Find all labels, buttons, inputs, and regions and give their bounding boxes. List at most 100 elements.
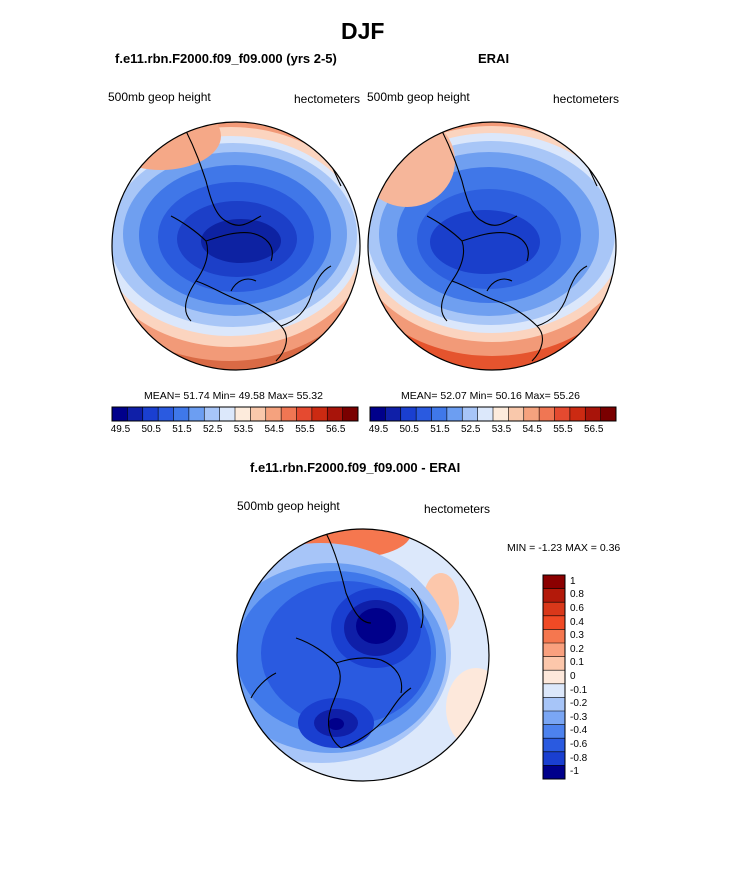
colorbar-swatch bbox=[281, 407, 297, 421]
obs-mean-value: 52.07 bbox=[440, 390, 467, 402]
diff-field-contour bbox=[328, 718, 344, 730]
model-mean-value: 51.74 bbox=[183, 390, 210, 402]
diff-colorbar-tick-label: 0 bbox=[570, 671, 576, 682]
colorbar-swatch bbox=[600, 407, 617, 421]
diff-colorbar-swatch bbox=[543, 738, 565, 753]
colorbar-tick-label: 54.5 bbox=[522, 424, 542, 435]
obs-max-label: Max= bbox=[524, 390, 551, 402]
diff-colorbar-tick-label: 0.3 bbox=[570, 630, 584, 642]
colorbar-tick-label: 56.5 bbox=[583, 424, 604, 435]
colorbar-swatch bbox=[235, 407, 251, 421]
colorbar-swatch bbox=[554, 407, 571, 421]
obs-stats: MEAN= 52.07 Min= 50.16 Max= 55.26 bbox=[401, 390, 580, 402]
colorbar-swatch bbox=[296, 407, 313, 421]
diff-max-label: MAX = bbox=[565, 542, 597, 554]
colorbar-swatch bbox=[462, 407, 478, 421]
colorbar-tick-label: 51.5 bbox=[172, 424, 192, 435]
diff-colorbar-swatch bbox=[543, 615, 565, 630]
diff-colorbar-swatch bbox=[543, 602, 565, 617]
colorbar-swatch bbox=[311, 407, 328, 421]
colorbar-swatch bbox=[569, 407, 586, 421]
diff-colorbar-swatch bbox=[543, 765, 565, 780]
diff-colorbar-tick-label: 1 bbox=[570, 575, 576, 587]
colorbar-tick-label: 53.5 bbox=[233, 424, 254, 435]
diff-field-contour bbox=[446, 668, 489, 748]
diff-colorbar-swatch bbox=[543, 670, 565, 685]
diff-colorbar-tick-label: 0.2 bbox=[570, 643, 584, 655]
colorbar-swatch bbox=[585, 407, 601, 421]
obs-min-label: Min= bbox=[469, 390, 493, 402]
colorbar-swatch bbox=[523, 407, 540, 421]
model-panel-title: f.e11.rbn.F2000.f09_f09.000 (yrs 2-5) bbox=[115, 51, 337, 66]
diff-colorbar-swatch bbox=[543, 724, 565, 739]
model-max-label: Max= bbox=[267, 390, 294, 402]
model-min-label: Min= bbox=[212, 390, 236, 402]
colorbar-swatch bbox=[112, 407, 128, 421]
diff-max-value: 0.36 bbox=[599, 542, 621, 554]
diff-colorbar-swatch bbox=[543, 711, 565, 725]
model-field-contour bbox=[201, 219, 281, 263]
obs-variable-label: 500mb geop height bbox=[367, 90, 470, 104]
colorbar-swatch bbox=[477, 407, 494, 421]
model-mean-label: MEAN= bbox=[144, 390, 181, 402]
model-map-border bbox=[111, 121, 361, 371]
diff-colorbar-swatch bbox=[543, 683, 565, 698]
model-colorbar bbox=[111, 406, 359, 422]
colorbar-swatch bbox=[342, 407, 359, 421]
colorbar-swatch bbox=[431, 407, 448, 421]
diff-colorbar-tick-label: -0.8 bbox=[570, 752, 588, 764]
colorbar-swatch bbox=[385, 407, 402, 421]
diff-colorbar-tick-label: -0.3 bbox=[570, 711, 588, 723]
colorbar-tick-label: 51.5 bbox=[430, 424, 450, 435]
colorbar-swatch bbox=[127, 407, 144, 421]
obs-field-contour bbox=[368, 122, 455, 207]
colorbar-swatch bbox=[370, 407, 386, 421]
figure-title: DJF bbox=[341, 18, 385, 44]
diff-colorbar-swatch bbox=[543, 751, 565, 766]
diff-min-value: -1.23 bbox=[538, 542, 563, 554]
diff-coastlines bbox=[250, 532, 424, 749]
colorbar-tick-label: 56.5 bbox=[325, 424, 346, 435]
diff-variable-label: 500mb geop height bbox=[237, 499, 340, 513]
colorbar-swatch bbox=[416, 407, 432, 421]
diff-colorbar-tick-label: 0.8 bbox=[570, 589, 584, 601]
obs-polar-map bbox=[367, 121, 617, 371]
diff-colorbar bbox=[542, 574, 566, 780]
colorbar-tick-label: 53.5 bbox=[491, 424, 512, 435]
diff-min-label: MIN = bbox=[507, 542, 536, 554]
colorbar-tick-label: 49.5 bbox=[368, 424, 389, 435]
model-max-value: 55.32 bbox=[296, 390, 323, 402]
colorbar-tick-label: 49.5 bbox=[110, 424, 131, 435]
diff-colorbar-swatch bbox=[543, 629, 565, 644]
colorbar-swatch bbox=[173, 407, 190, 421]
obs-panel-title: ERAI bbox=[478, 51, 510, 66]
colorbar-tick-label: 52.5 bbox=[202, 424, 223, 435]
diff-colorbar-tick-label: -0.6 bbox=[570, 739, 588, 750]
colorbar-swatch bbox=[508, 407, 525, 421]
diff-colorbar-tick-label: -0.2 bbox=[570, 698, 588, 710]
colorbar-swatch bbox=[219, 407, 236, 421]
colorbar-swatch bbox=[142, 407, 159, 421]
diff-colorbar-tick-label: 0.1 bbox=[570, 657, 584, 669]
diff-colorbar-swatch bbox=[543, 575, 565, 589]
colorbar-tick-label: 52.5 bbox=[460, 424, 481, 435]
diff-colorbar-swatch bbox=[543, 697, 565, 712]
colorbar-swatch bbox=[265, 407, 282, 421]
diff-colorbar-swatch bbox=[543, 656, 565, 671]
diff-colorbar-border bbox=[542, 574, 566, 780]
diff-colorbar-tick-label: -0.4 bbox=[570, 725, 588, 737]
obs-coastlines bbox=[426, 130, 598, 362]
colorbar-tick-label: 55.5 bbox=[295, 424, 315, 435]
colorbar-tick-label: 55.5 bbox=[553, 424, 573, 435]
diff-stats: MIN = -1.23 MAX = 0.36 bbox=[507, 542, 620, 554]
obs-field-contour bbox=[430, 210, 540, 274]
diff-colorbar-swatch bbox=[543, 588, 565, 603]
colorbar-swatch bbox=[327, 407, 343, 421]
colorbar-tick-label: 50.5 bbox=[141, 424, 161, 435]
colorbar-swatch bbox=[158, 407, 174, 421]
diff-polar-map bbox=[236, 528, 490, 782]
diff-field-contour bbox=[356, 608, 396, 644]
colorbar-swatch bbox=[204, 407, 220, 421]
diff-colorbar-tick-label: -0.1 bbox=[570, 684, 588, 696]
obs-map-border bbox=[367, 121, 617, 371]
